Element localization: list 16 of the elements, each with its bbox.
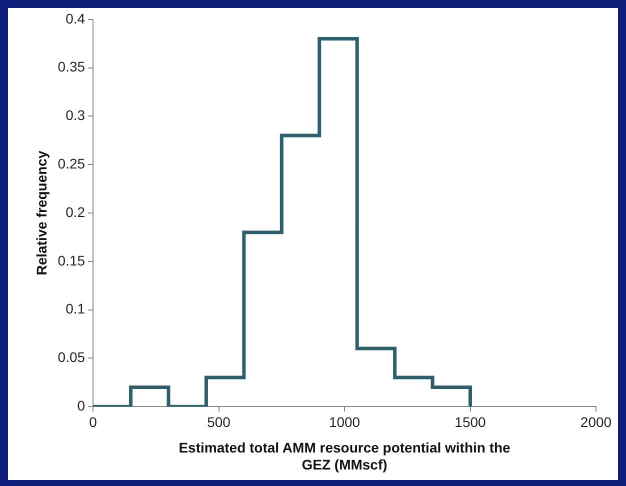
x-tick-label: 1500 [454,414,486,430]
y-tick-label: 0.25 [58,155,86,172]
y-axis-title: Relative frequency [33,150,50,276]
y-tick-label: 0.2 [66,204,86,220]
y-tick-label: 0.15 [58,252,86,268]
y-tick-label: 0.3 [66,107,86,124]
x-tick-label: 500 [207,414,231,430]
x-tick-label: 2000 [580,414,612,430]
y-tick-label: 0.4 [66,10,86,26]
y-tick-label: 0.1 [66,300,86,317]
x-axis-title: Estimated total AMM resource potential within the GEZ (MMscf) [178,440,511,472]
y-tick-label: 0.35 [58,58,86,75]
y-tick-label: 0 [77,397,86,414]
y-tick-label: 0.05 [58,349,86,366]
x-tick-label: 0 [89,414,98,430]
x-tick-label: 1000 [328,414,360,430]
